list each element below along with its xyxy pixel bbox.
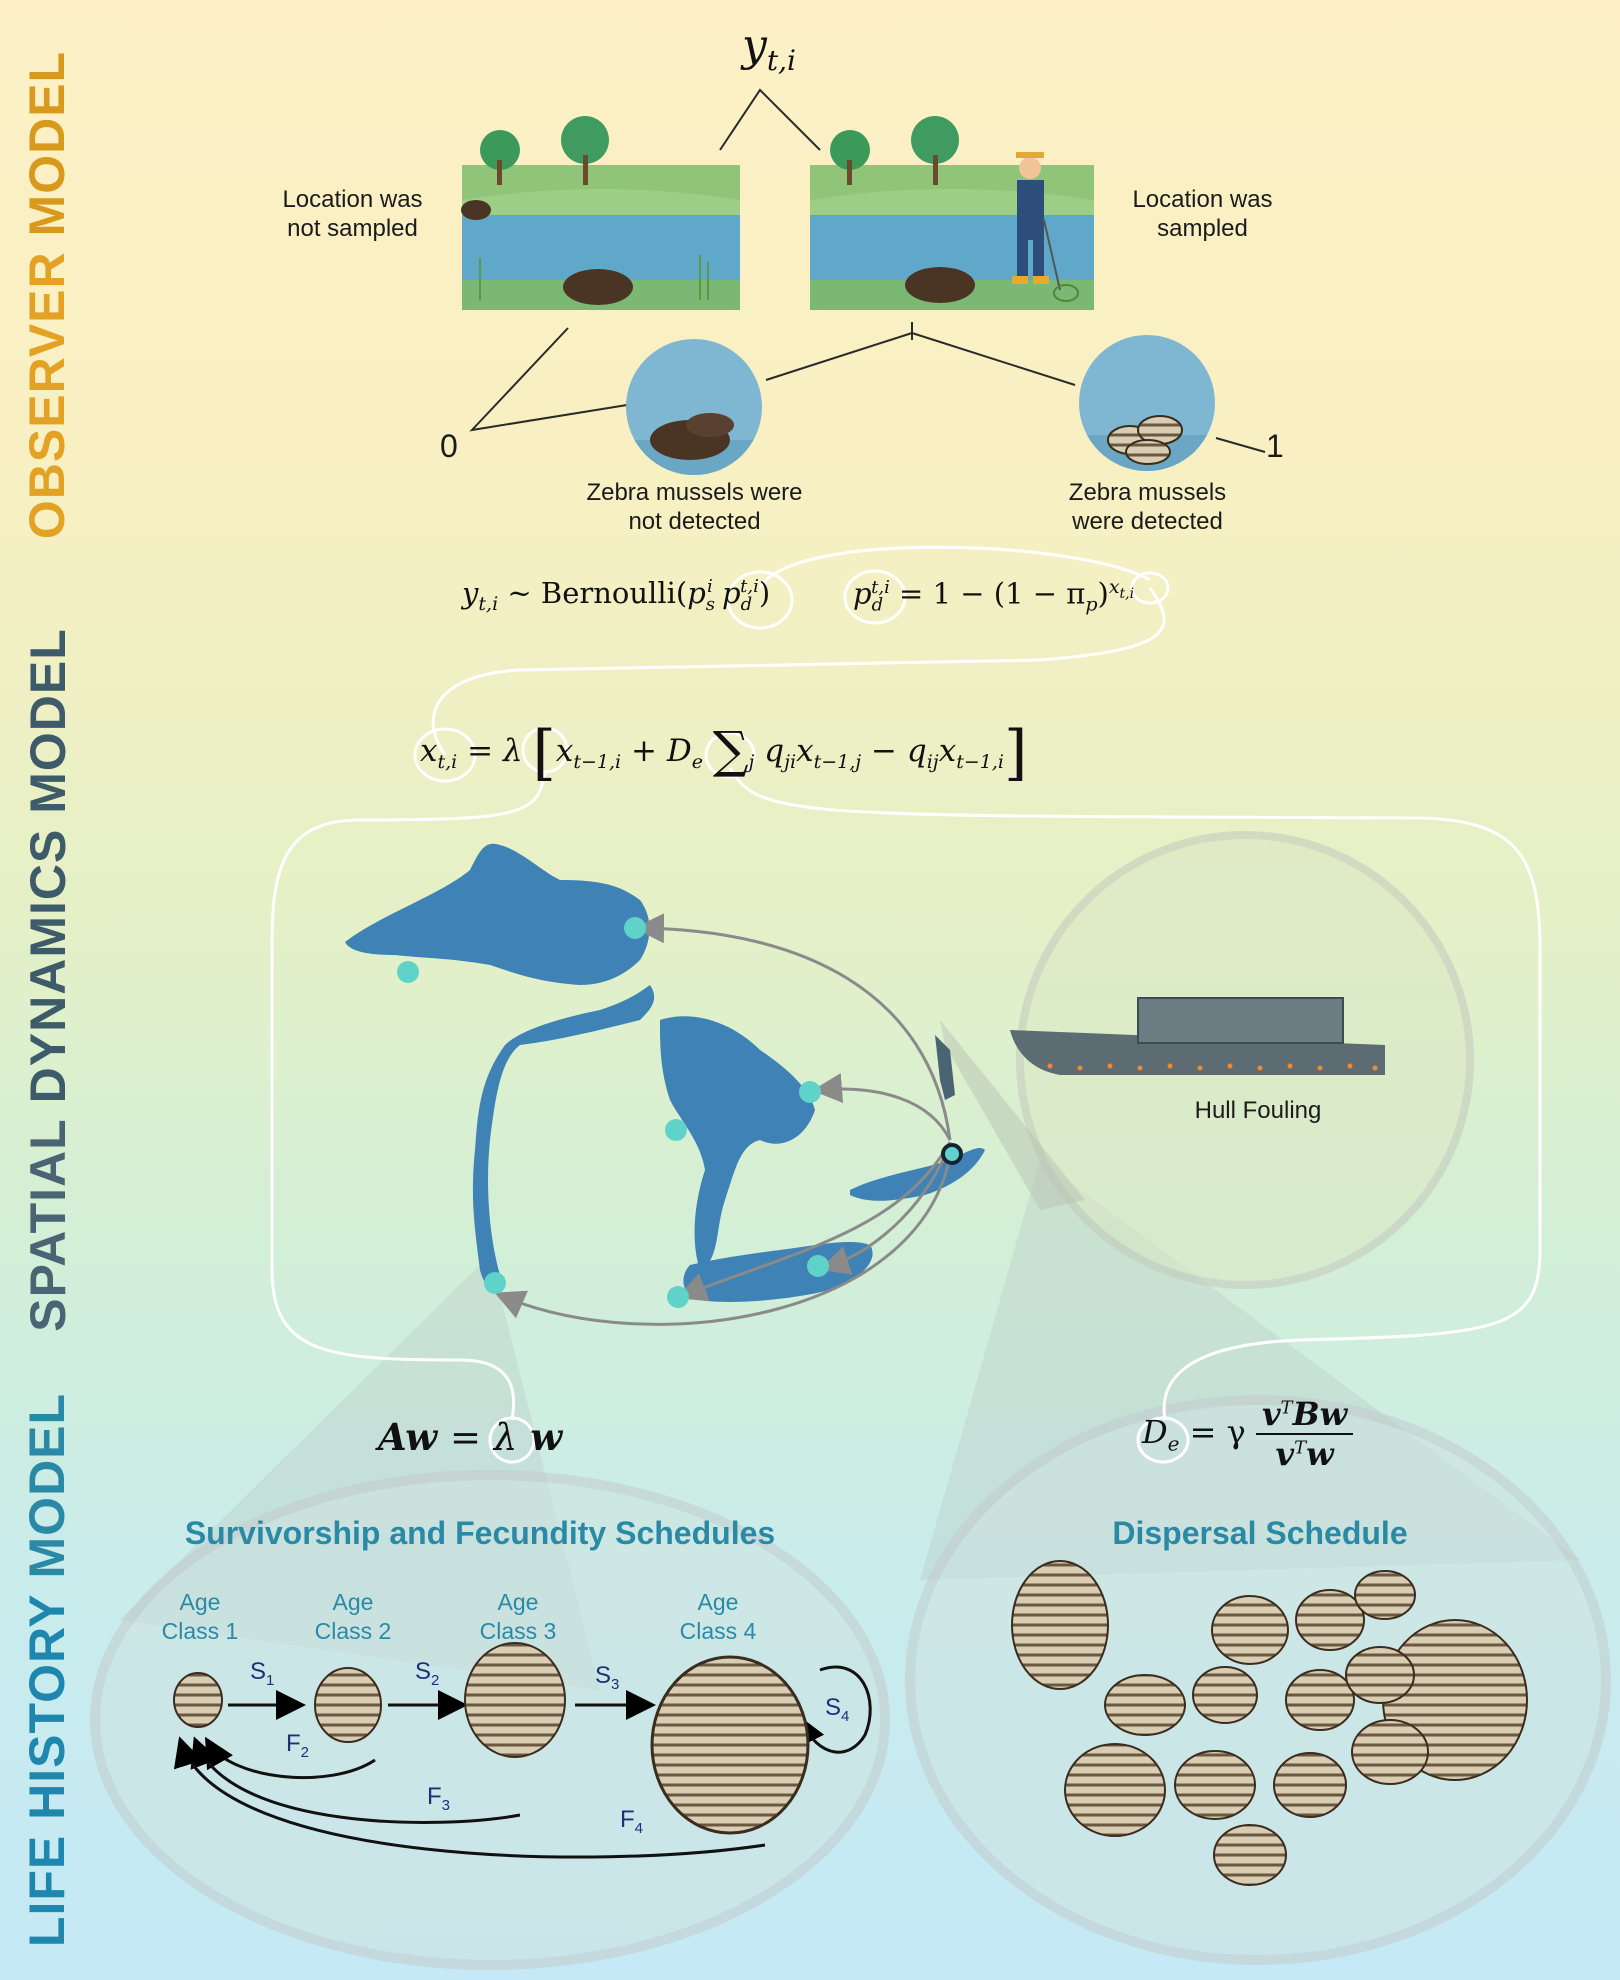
outcome-one: 1 (1266, 428, 1284, 464)
dispersal-equation: De = γ vTBw vTw (1142, 1395, 1354, 1473)
age-class-3: Age Class 3 (479, 1589, 557, 1644)
survival-s3: S3 (595, 1662, 620, 1693)
dispersal-title: Dispersal Schedule (1112, 1515, 1408, 1551)
stage-arrows (174, 1665, 872, 1859)
inset-detected (1079, 335, 1215, 471)
age-class-4: Age Class 4 (679, 1589, 757, 1644)
fecundity-f4: F4 (620, 1806, 644, 1837)
person-icon (1012, 152, 1079, 302)
zoom-bubbles (90, 831, 1611, 1970)
great-lakes-map (345, 843, 985, 1302)
ship-icon (1010, 997, 1385, 1075)
survivorship-title: Survivorship and Fecundity Schedules (184, 1515, 776, 1551)
dispersal-arrows (494, 913, 954, 1326)
scene-not-sampled (461, 116, 740, 310)
hull-fouling-label: Hull Fouling (1194, 1097, 1322, 1124)
outcome-zero: 0 (440, 428, 458, 464)
eigen-equation: Aw = λ w (378, 1415, 563, 1459)
observer-tree-lines (469, 88, 1266, 453)
source-marker (941, 1143, 963, 1165)
label-sampled: Location was sampled (1132, 186, 1273, 242)
survival-s2: S2 (415, 1658, 440, 1689)
bernoulli-equation: yt,i ~ Bernoulli(psi pdt,i) (462, 576, 771, 615)
label-detected: Zebra mussels were detected (1068, 479, 1227, 535)
mussel-icons (173, 1642, 810, 1835)
age-class-1: Age Class 1 (161, 1589, 239, 1644)
fecundity-f2: F2 (286, 1730, 310, 1761)
label-not-sampled: Location was not sampled (282, 186, 423, 242)
fecundity-f3: F3 (427, 1783, 451, 1814)
formula-highlights (413, 569, 1190, 1464)
mussel-cluster (1011, 1560, 1528, 1886)
dynamics-equation: xt,i = λ [xt−1,i + De ∑j qjixt−1,j − qij… (420, 718, 1028, 788)
survival-s4: S4 (825, 1694, 850, 1725)
label-not-detected: Zebra mussels were not detected (586, 479, 803, 535)
observation-symbol: yt,i (742, 20, 796, 77)
scene-sampled (810, 116, 1094, 310)
survival-s1: S1 (250, 1658, 275, 1689)
inset-not-detected (626, 339, 762, 475)
connector-curves (270, 545, 1542, 1421)
age-class-2: Age Class 2 (314, 1589, 392, 1644)
detection-equation: pdt,i = 1 − (1 − πp)xt,i (853, 576, 1135, 616)
site-markers (397, 917, 829, 1308)
